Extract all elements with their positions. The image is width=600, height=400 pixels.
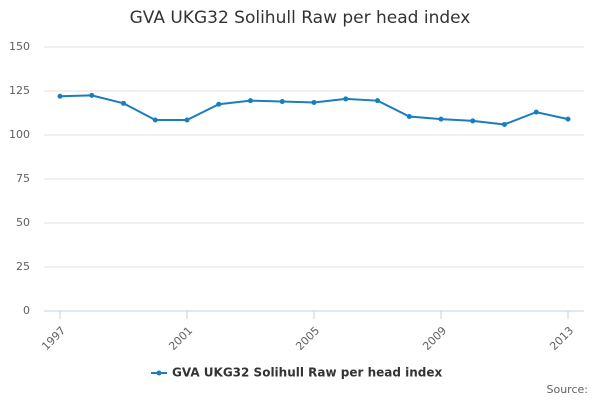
legend-label: GVA UKG32 Solihull Raw per head index [172,366,443,380]
data-point [470,118,476,124]
data-point [216,101,222,107]
data-point [438,116,444,122]
chart-title: GVA UKG32 Solihull Raw per head index [130,8,471,28]
data-point [184,117,190,123]
y-tick-label: 25 [16,260,30,273]
data-point [406,114,412,120]
y-tick-label: 150 [9,40,30,53]
data-point [502,121,507,127]
data-point [248,98,253,104]
y-tick-label: 50 [16,216,30,229]
data-point [121,100,126,106]
y-tick-label: 100 [9,128,30,141]
x-tick-label: 1997 [39,324,68,353]
data-point [57,93,63,99]
data-point [565,116,571,122]
data-point [343,96,349,102]
legend-marker [156,370,162,376]
data-point [279,99,285,105]
series-line [59,94,569,126]
y-tick-label: 75 [16,172,30,185]
x-tick-label: 2001 [166,324,195,353]
x-tick-label: 2005 [293,324,322,353]
y-tick-label: 125 [9,84,30,97]
data-point [89,92,95,98]
data-point [533,109,539,115]
data-point [311,99,317,105]
x-tick-label: 2013 [547,324,576,353]
y-tick-label: 0 [23,304,30,317]
data-point [375,98,380,104]
data-point [152,117,158,123]
x-tick-label: 2009 [420,324,449,353]
source-note: Source: [547,383,589,396]
